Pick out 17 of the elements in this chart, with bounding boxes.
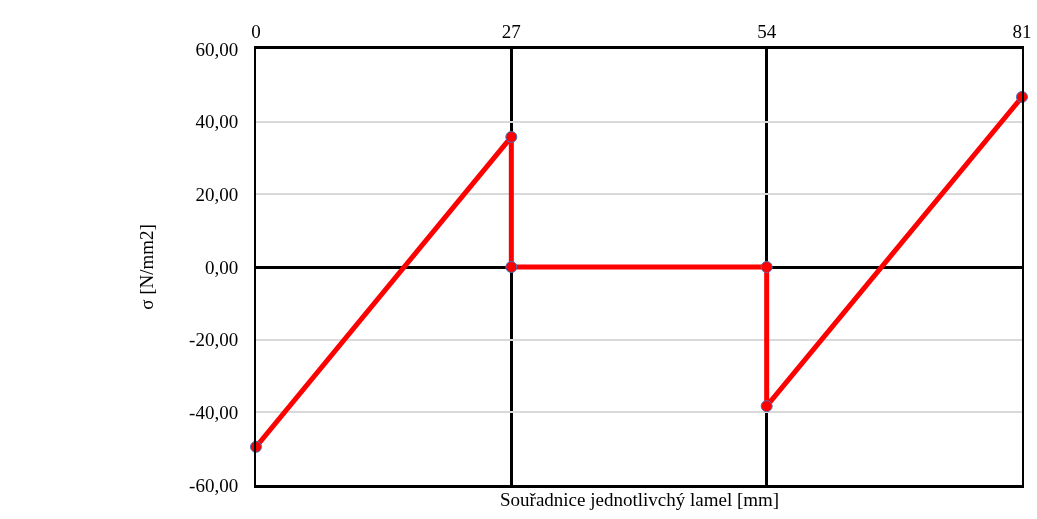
x-tick-label: 81: [1012, 21, 1032, 43]
y-tick-label: 0,00: [204, 256, 239, 278]
x-tick-label: 0: [251, 21, 261, 43]
y-tick-label: -20,00: [189, 329, 239, 351]
x-tick-label: 27: [501, 21, 521, 43]
y-axis-title: σ [N/mm2]: [136, 224, 158, 310]
y-tick-label: 60,00: [195, 38, 239, 60]
point: [760, 400, 773, 413]
x-tick-label: 54: [757, 21, 777, 43]
y-tick-label: -40,00: [189, 401, 239, 423]
x-axis-title: Souřadnice jednotlivchý lamel [mm]: [500, 489, 780, 510]
y-tick-label: 20,00: [195, 183, 239, 205]
point: [760, 261, 773, 273]
y-tick-label: -60,00: [189, 474, 239, 496]
point: [505, 261, 518, 273]
point: [505, 130, 518, 143]
y-tick-label: 40,00: [195, 111, 239, 133]
